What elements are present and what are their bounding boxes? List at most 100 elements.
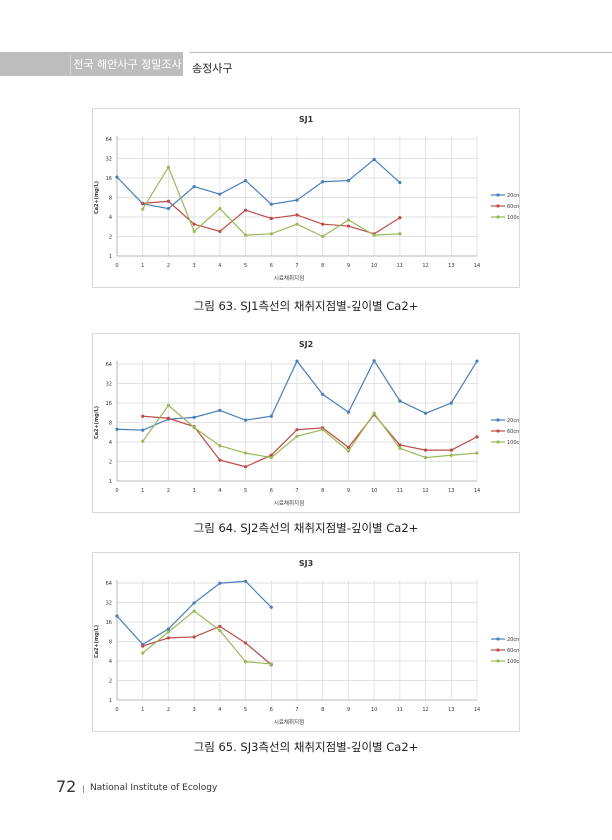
data-point-60cm — [449, 448, 453, 452]
data-point-60cm — [346, 224, 351, 228]
x-tick-label: 11 — [397, 707, 403, 713]
chart-title: SJ2 — [299, 340, 313, 349]
data-point-20cm — [192, 184, 196, 189]
data-point-60cm — [423, 448, 428, 452]
series-line-60cm — [142, 413, 478, 468]
figure-caption-64: 그림 64. SJ2측선의 채취지점별-깊이별 Ca2+ — [193, 521, 419, 535]
x-tick-label: 5 — [244, 707, 247, 713]
data-point-60cm — [243, 465, 248, 469]
x-tick-label: 3 — [193, 488, 196, 494]
data-point-60cm — [166, 636, 171, 640]
data-point-100cm — [243, 451, 248, 455]
y-tick-label: 2 — [109, 235, 112, 241]
x-tick-label: 8 — [321, 488, 324, 494]
data-point-100cm — [295, 434, 299, 438]
data-point-20cm — [398, 180, 402, 185]
data-point-100cm — [321, 428, 325, 432]
legend-marker-100cm — [496, 215, 500, 219]
x-tick-label: 13 — [448, 488, 454, 494]
data-point-20cm — [269, 414, 273, 418]
x-tick-label: 0 — [115, 488, 118, 494]
y-tick-label: 16 — [106, 401, 112, 407]
data-point-100cm — [166, 630, 171, 634]
data-point-20cm — [166, 627, 171, 631]
data-point-100cm — [398, 232, 402, 236]
data-point-60cm — [166, 416, 171, 420]
series-line-100cm — [142, 610, 272, 665]
x-tick-label: 7 — [295, 488, 298, 494]
data-point-20cm — [218, 581, 222, 585]
data-point-100cm — [192, 609, 196, 613]
data-point-20cm — [115, 614, 119, 618]
x-tick-label: 4 — [218, 707, 221, 713]
data-point-100cm — [398, 446, 402, 450]
y-tick-label: 8 — [109, 421, 112, 427]
data-point-20cm — [115, 175, 119, 179]
x-tick-label: 13 — [448, 263, 454, 269]
data-point-60cm — [346, 445, 351, 450]
data-point-100cm — [372, 233, 376, 237]
data-point-60cm — [141, 201, 145, 205]
data-point-20cm — [423, 411, 428, 415]
x-tick-label: 3 — [193, 707, 196, 713]
y-tick-label: 2 — [109, 679, 112, 685]
data-point-20cm — [243, 178, 248, 183]
data-point-100cm — [295, 222, 299, 226]
data-point-60cm — [141, 644, 145, 648]
legend-label: 100cm — [507, 440, 520, 446]
x-tick-label: 4 — [218, 263, 221, 269]
data-point-60cm — [295, 213, 299, 217]
data-point-20cm — [346, 178, 351, 183]
data-point-100cm — [346, 449, 351, 453]
x-tick-label: 7 — [295, 707, 298, 713]
legend-marker-20cm — [496, 637, 500, 641]
data-point-60cm — [398, 443, 402, 447]
x-tick-label: 11 — [397, 263, 403, 269]
x-tick-label: 11 — [397, 488, 403, 494]
x-tick-label: 6 — [270, 263, 273, 269]
data-point-60cm — [269, 216, 273, 221]
data-point-20cm — [166, 206, 171, 211]
legend-label: 60cm — [507, 204, 520, 210]
data-point-100cm — [321, 234, 325, 239]
legend-label: 60cm — [507, 648, 520, 654]
data-point-60cm — [218, 458, 222, 462]
x-tick-label: 4 — [218, 488, 221, 494]
x-tick-label: 14 — [474, 707, 480, 713]
y-axis-label: Ca2+(mg/L) — [94, 181, 100, 214]
data-point-20cm — [449, 401, 453, 405]
x-tick-label: 14 — [474, 263, 480, 269]
data-point-60cm — [243, 641, 248, 645]
series-line-100cm — [142, 404, 478, 459]
y-tick-label: 1 — [109, 254, 112, 260]
x-tick-label: 2 — [167, 263, 170, 269]
legend-label: 20cm — [507, 637, 520, 643]
data-point-100cm — [346, 218, 351, 222]
series-line-60cm — [142, 625, 272, 666]
legend-marker-60cm — [496, 429, 500, 433]
legend-label: 100cm — [507, 215, 520, 221]
figure-caption-63: 그림 63. SJ1측선의 채취지점별-깊이별 Ca2+ — [193, 299, 419, 313]
data-point-100cm — [269, 232, 273, 236]
data-point-100cm — [166, 165, 171, 169]
x-tick-label: 2 — [167, 707, 170, 713]
x-tick-label: 9 — [347, 707, 350, 713]
y-tick-label: 4 — [109, 215, 112, 221]
data-point-20cm — [321, 392, 325, 397]
y-tick-label: 16 — [106, 176, 112, 182]
data-point-100cm — [475, 451, 479, 455]
data-point-20cm — [192, 601, 196, 605]
y-tick-label: 32 — [106, 382, 112, 388]
y-axis-label: Ca2+(mg/L) — [94, 625, 100, 658]
data-point-100cm — [192, 425, 196, 430]
data-point-60cm — [243, 208, 248, 212]
data-point-60cm — [218, 624, 222, 628]
legend-marker-100cm — [496, 659, 500, 663]
x-tick-label: 12 — [422, 263, 428, 269]
chart-title: SJ3 — [299, 559, 313, 568]
data-point-100cm — [192, 229, 196, 233]
legend-label: 20cm — [507, 193, 520, 199]
